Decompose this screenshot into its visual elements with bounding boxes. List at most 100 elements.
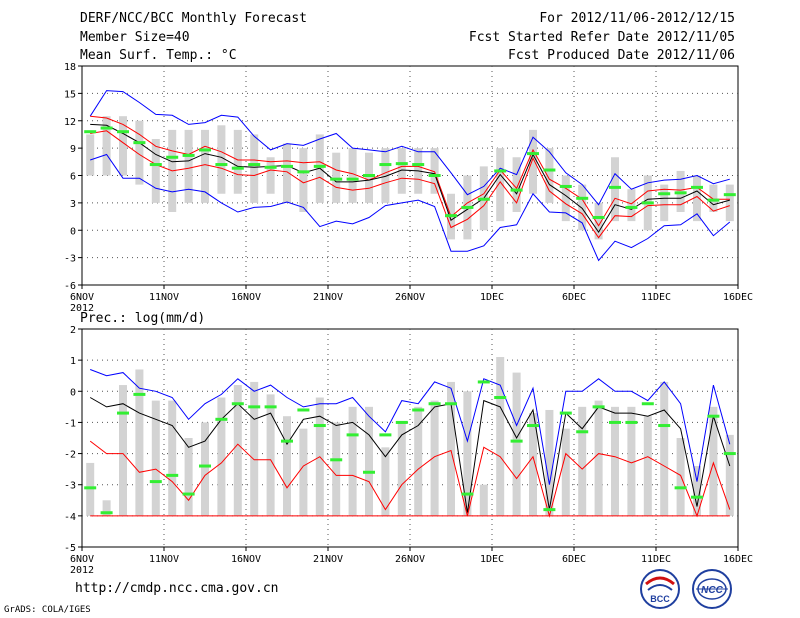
temp-observed-mark <box>346 177 359 181</box>
prec-observed-mark <box>559 411 572 415</box>
footer-url[interactable]: http://cmdp.ncc.cma.gov.cn <box>75 581 279 596</box>
temp-observed-mark <box>248 163 261 167</box>
header-right: For 2012/11/06-2012/12/15 Fcst Started R… <box>469 10 735 66</box>
temp-range-bar <box>184 129 193 203</box>
temp-observed-mark <box>625 205 638 209</box>
variable-label-temperature: Mean Surf. Temp.: °C <box>80 48 237 63</box>
temp-observed-mark <box>691 185 703 189</box>
temp-frame <box>81 65 739 286</box>
temp-ytick-label: 9 <box>70 144 76 155</box>
temp-series-mean <box>90 123 730 234</box>
temp-observed-mark <box>166 155 179 159</box>
prec-xtick-label: 6DEC <box>562 554 586 565</box>
grads-credit: GrADS: COLA/IGES <box>4 605 91 615</box>
forecast-period: For 2012/11/06-2012/12/15 <box>539 11 735 26</box>
prec-range-bar <box>447 381 455 516</box>
prec-observed-mark <box>215 417 228 421</box>
temp-range-bar <box>611 157 619 222</box>
prec-ytick-label: 1 <box>70 356 76 367</box>
prec-observed-mark <box>641 402 654 406</box>
prec-range-bar <box>250 381 259 516</box>
temp-ytick-label: -3 <box>64 254 76 265</box>
temp-observed-mark <box>313 164 326 168</box>
prec-ytick-label: -5 <box>64 543 76 554</box>
prec-observed-mark <box>445 402 457 406</box>
prec-xtick-label: 21NOV <box>313 554 343 565</box>
temp-observed-mark <box>133 141 146 145</box>
temp-xtick-label: 21NOV <box>313 292 343 303</box>
prec-range-bar <box>578 406 587 516</box>
temp-observed-mark <box>461 205 474 209</box>
prec-xtick-label: 1DEC <box>480 554 504 565</box>
prec-ytick-label: 2 <box>70 325 76 336</box>
temp-observed-mark <box>592 215 605 219</box>
temp-range-bar <box>381 148 390 203</box>
prec-series-lower <box>89 440 731 518</box>
temp-ytick-label: 12 <box>64 117 76 128</box>
temp-range-bar <box>627 189 636 222</box>
temp-range-bar <box>512 157 521 212</box>
temp-observed-mark <box>149 163 162 167</box>
ncc-logo: NCC <box>692 569 732 609</box>
temp-xtick-label: 16DEC <box>723 292 753 303</box>
temp-ytick-label: 6 <box>70 172 76 183</box>
logos: BCC NCC <box>640 569 732 609</box>
temp-range-bar <box>430 148 439 194</box>
prec-xtick-label: 26NOV <box>395 554 425 565</box>
prec-observed-mark <box>248 405 261 409</box>
temp-range-bar <box>709 184 718 212</box>
prec-range-bar <box>414 406 423 516</box>
prec-ytick-label: -4 <box>64 512 76 523</box>
temp-range-bar <box>397 148 406 194</box>
prec-observed-mark <box>428 402 441 406</box>
temp-observed-mark <box>395 162 408 166</box>
variable-label-precipitation: Prec.: log(mm/d) <box>80 311 205 326</box>
temp-range-bar <box>86 134 95 176</box>
temp-range-bar <box>561 175 570 222</box>
prec-range-bar <box>233 385 242 516</box>
prec-observed-mark <box>395 420 408 424</box>
prec-observed-mark <box>674 486 687 490</box>
prec-observed-mark <box>363 470 375 474</box>
temp-xtick-label: 1DEC <box>480 292 504 303</box>
prec-observed-mark <box>264 405 277 409</box>
temp-ytick-label: 18 <box>64 62 76 73</box>
temp-range-bar <box>545 148 554 203</box>
prec-xtick-label: 11NOV <box>149 554 179 565</box>
temp-observed-mark <box>445 214 457 218</box>
forecast-start-date: Fcst Started Refer Date 2012/11/05 <box>468 29 735 45</box>
prec-observed-mark <box>412 408 425 412</box>
prec-range-bar <box>463 391 472 516</box>
prec-observed-mark <box>461 492 474 496</box>
prec-observed-mark <box>592 405 605 409</box>
bcc-logo-text: BCC <box>650 594 670 604</box>
prec-range-bar <box>512 372 521 516</box>
prec-range-bar <box>660 381 669 516</box>
temp-xtick-label: 16NOV <box>231 292 261 303</box>
prec-observed-mark <box>494 396 507 400</box>
prec-range-bar <box>283 416 291 516</box>
prec-observed-mark <box>297 408 310 412</box>
temp-observed-mark <box>297 170 310 174</box>
temp-range-bar <box>693 175 701 222</box>
prec-range-bar <box>545 409 554 516</box>
prec-range-bar <box>611 406 619 516</box>
temp-range-bar <box>102 116 111 176</box>
temp-observed-mark <box>84 130 97 134</box>
prec-range-bar <box>217 397 226 516</box>
prec-year-label: 2012 <box>70 565 94 576</box>
temp-series-upper <box>90 115 730 227</box>
prec-ytick-label: -1 <box>64 418 76 429</box>
prec-range-bar <box>184 438 193 516</box>
temp-ytick-label: 0 <box>70 226 76 237</box>
prec-range-bar <box>151 400 160 516</box>
prec-range-bar <box>86 462 95 516</box>
prec-series-mean <box>89 397 731 513</box>
prec-range-bar <box>430 400 439 516</box>
prec-ytick-label: 0 <box>70 387 76 398</box>
temp-range-bar <box>578 184 587 231</box>
prec-range-bar <box>643 416 652 516</box>
prec-observed-mark <box>658 424 671 428</box>
prec-observed-mark <box>691 495 703 499</box>
prec-ytick-label: -3 <box>64 481 76 492</box>
